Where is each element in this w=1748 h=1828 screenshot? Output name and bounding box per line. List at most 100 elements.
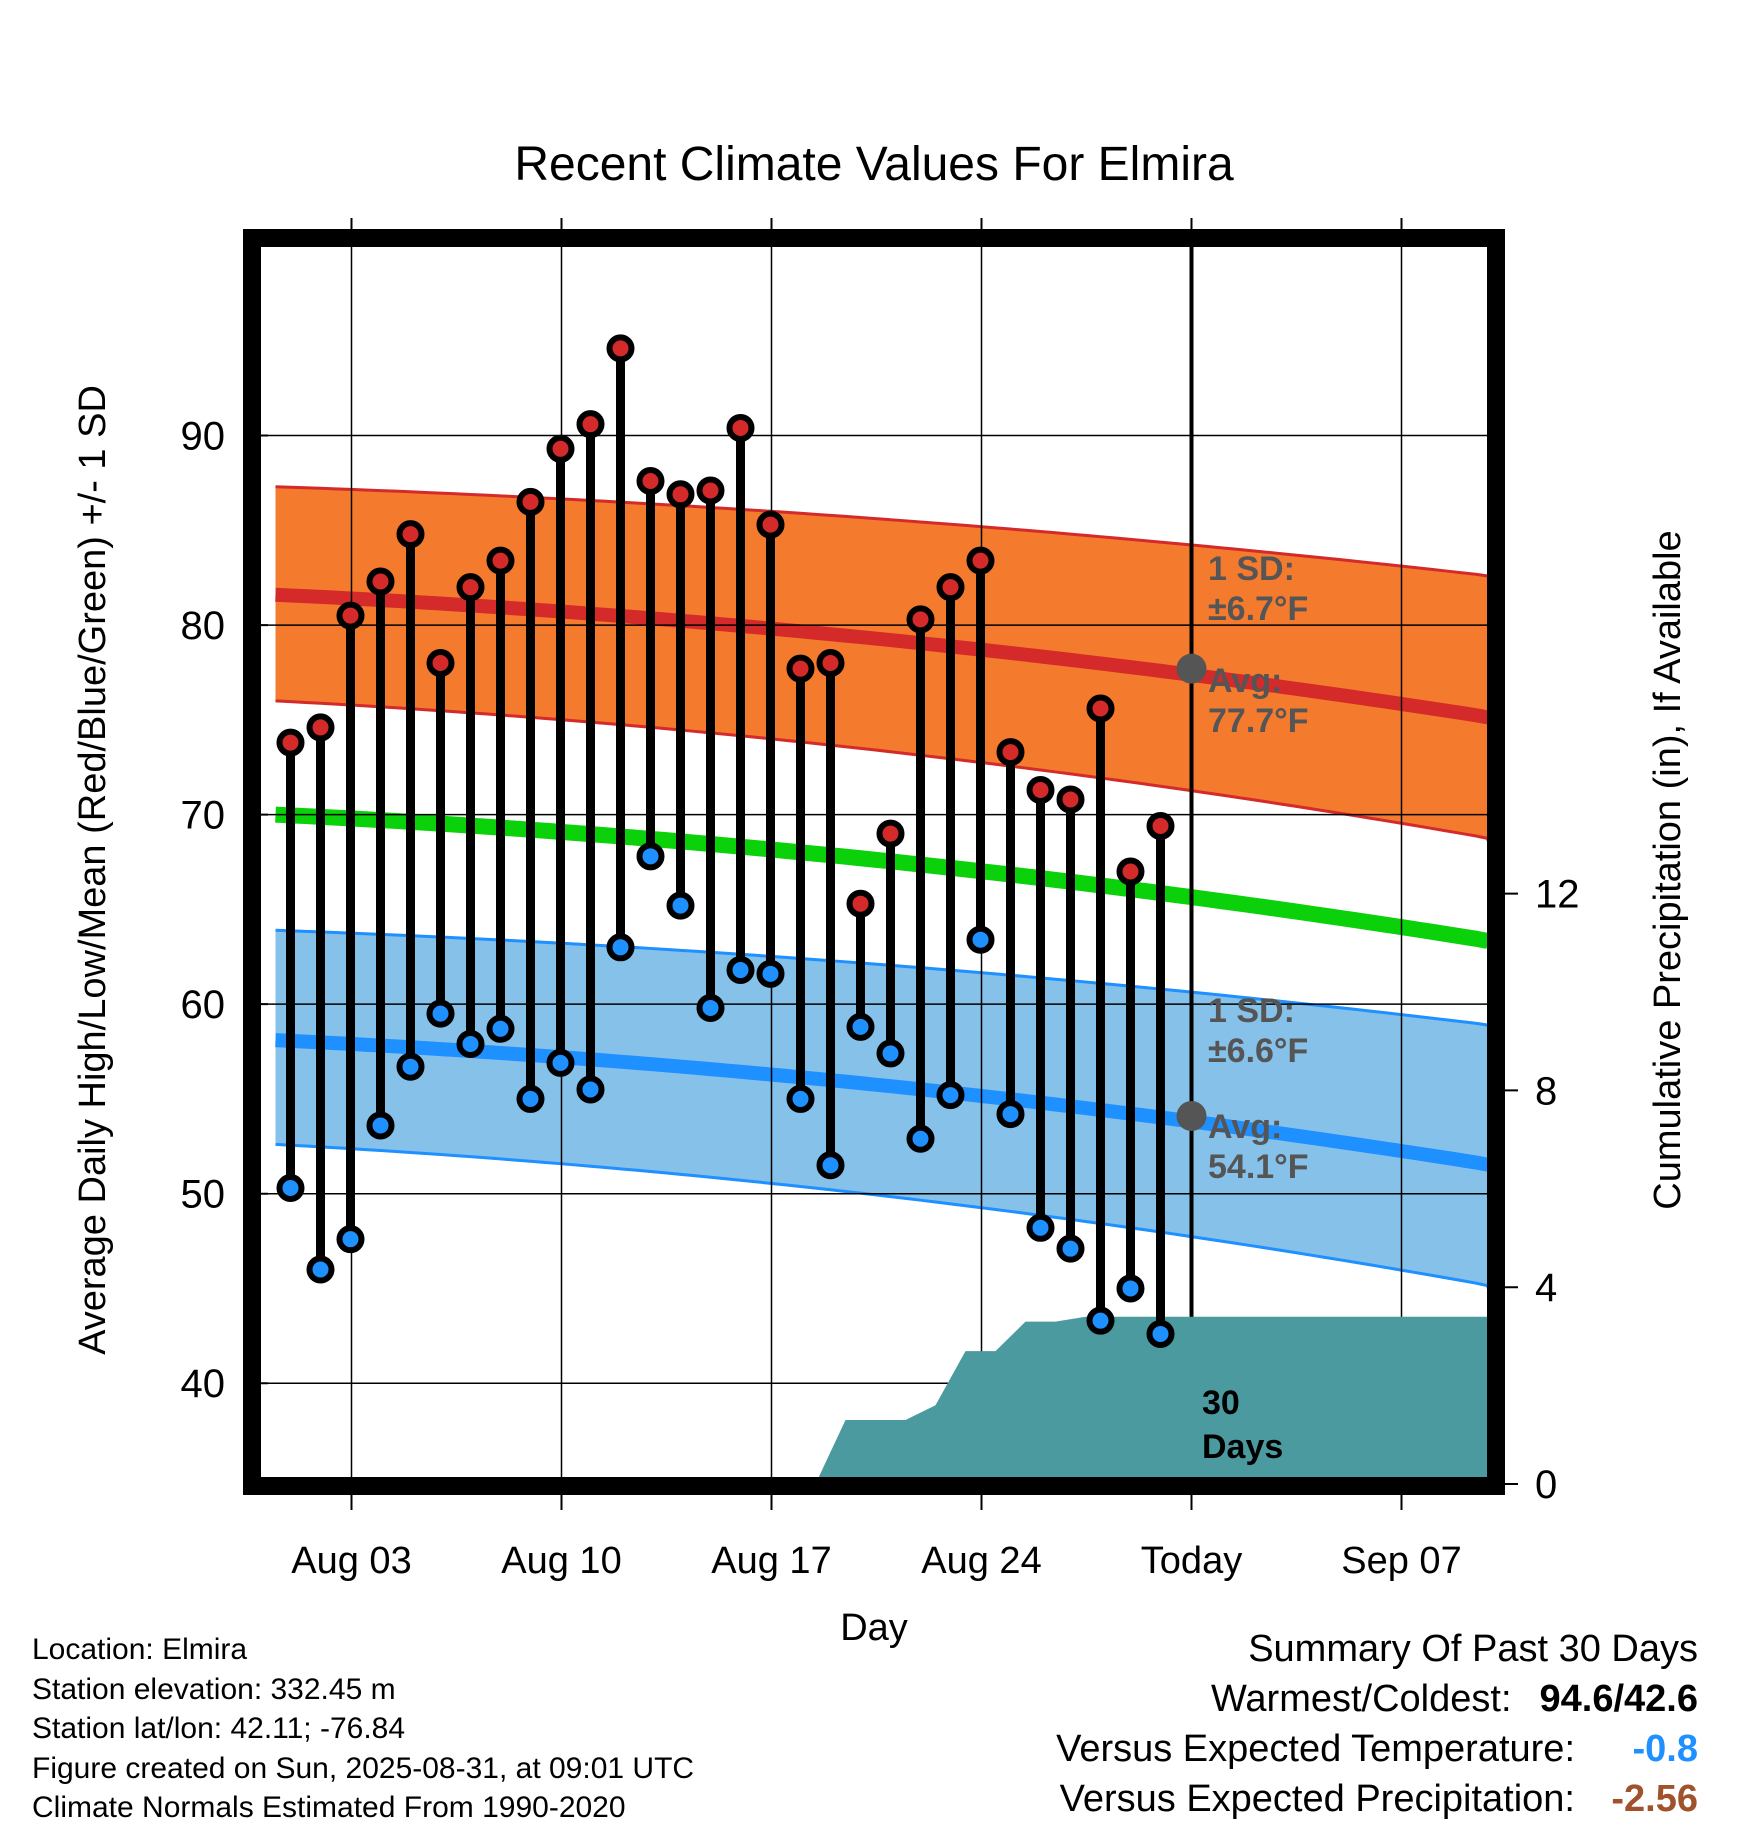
high-point [966, 546, 995, 575]
high-point [516, 487, 545, 516]
high-point [726, 413, 755, 442]
high-sd-band-lower-edge [275, 699, 1490, 842]
high-point [816, 648, 845, 677]
summary-panel: Summary Of Past 30 Days Warmest/Coldest:… [1056, 1624, 1698, 1824]
high-point [486, 546, 515, 575]
temp-departure-label: Versus Expected Temperature: [1056, 1728, 1575, 1770]
summary-title: Summary Of Past 30 Days [1248, 1628, 1698, 1670]
low-point [396, 1052, 425, 1081]
x-tick-label: Aug 17 [711, 1540, 831, 1582]
chart-title: Recent Climate Values For Elmira [514, 138, 1234, 191]
low-sd-label: 1 SD: [1208, 992, 1295, 1030]
high-point [606, 334, 635, 363]
y2-tick-label: 0 [1535, 1463, 1557, 1507]
latlon-text: Station lat/lon: 42.11; -76.84 [32, 1712, 406, 1745]
low-avg-label: Avg: [1208, 1108, 1282, 1146]
days-label-line1: 30 [1202, 1384, 1240, 1422]
low-point [576, 1075, 605, 1104]
low-avg-value: 54.1°F [1208, 1148, 1309, 1186]
low-sd-value: ±6.6°F [1208, 1032, 1308, 1070]
y-tick-label: 50 [181, 1173, 226, 1217]
high-sd-band [275, 486, 1488, 842]
high-point [1056, 785, 1085, 814]
low-point [846, 1012, 875, 1041]
low-point [1026, 1213, 1055, 1242]
y-tick-label: 90 [181, 415, 226, 459]
high-sd-band-upper-edge [275, 485, 1490, 578]
x-tick-label: Aug 03 [291, 1540, 411, 1582]
low-point [486, 1014, 515, 1043]
low-sd-band [275, 930, 1488, 1289]
elevation-text: Station elevation: 332.45 m [32, 1672, 396, 1706]
precip-area [815, 1316, 1488, 1484]
y2-tick-label: 4 [1535, 1266, 1557, 1310]
high-point [756, 510, 785, 539]
low-point [786, 1084, 815, 1113]
high-point [546, 434, 575, 463]
high-point [936, 573, 965, 602]
high-point [786, 654, 815, 683]
y-tick-label: 70 [181, 794, 226, 838]
y2-tick-label: 8 [1535, 1069, 1557, 1113]
low-point [666, 891, 695, 920]
high-point [1026, 775, 1055, 804]
temp-departure-value: -0.8 [1632, 1728, 1698, 1770]
low-sd-band-lower-edge [275, 1142, 1490, 1289]
high-point [396, 520, 425, 549]
x-tick-label: Today [1141, 1540, 1242, 1582]
low-point [426, 999, 455, 1028]
low-point [1116, 1274, 1145, 1303]
created-text: Figure created on Sun, 2025-08-31, at 09… [32, 1751, 695, 1785]
precip-departure-value: -2.56 [1611, 1778, 1698, 1820]
low-point [606, 933, 635, 962]
high-point [666, 480, 695, 509]
precip-departure-label: Versus Expected Precipitation: [1059, 1778, 1575, 1820]
high-point [846, 889, 875, 918]
plot-frame [243, 229, 1505, 1495]
x-tick-label: Aug 10 [501, 1540, 621, 1582]
high-point [1116, 857, 1145, 886]
y-tick-label: 60 [181, 983, 226, 1027]
low-point [306, 1255, 335, 1284]
low-point [1056, 1234, 1085, 1263]
high-avg-value: 77.7°F [1208, 702, 1309, 740]
x-tick-label: Sep 07 [1341, 1540, 1461, 1582]
high-point [576, 410, 605, 439]
high-point [276, 728, 305, 757]
y-tick-label: 80 [181, 604, 226, 648]
low-point [936, 1081, 965, 1110]
warm-cold-label: Warmest/Coldest: [1210, 1678, 1512, 1720]
low-point [456, 1029, 485, 1058]
low-point [1086, 1306, 1115, 1335]
high-point [336, 601, 365, 630]
low-point [816, 1151, 845, 1180]
low-point [996, 1100, 1025, 1129]
normals-text: Climate Normals Estimated From 1990-2020 [32, 1791, 626, 1824]
high-point [1086, 694, 1115, 723]
low-point [876, 1039, 905, 1068]
location-text: Location: Elmira [32, 1633, 248, 1666]
high-point [306, 713, 335, 742]
today-high-avg-marker [1176, 653, 1207, 684]
days-label-line2: Days [1202, 1428, 1283, 1466]
low-point [516, 1084, 545, 1113]
low-point [336, 1225, 365, 1254]
station-info: Location: Elmira Station elevation: 332.… [32, 1630, 694, 1828]
x-axis-label: Day [840, 1607, 908, 1649]
high-point [366, 567, 395, 596]
high-normal-line [275, 587, 1495, 725]
warm-cold-value: 94.6/42.6 [1539, 1678, 1698, 1720]
y2-tick-label: 12 [1535, 873, 1580, 917]
low-point [966, 925, 995, 954]
low-point [636, 842, 665, 871]
y-axis-label-right: Cumulative Precipitation (in), If Availa… [1647, 530, 1689, 1209]
high-point [636, 467, 665, 496]
low-point [546, 1048, 575, 1077]
y-axis-label-left: Average Daily High/Low/Mean (Red/Blue/Gr… [72, 385, 114, 1355]
high-point [426, 648, 455, 677]
high-point [996, 738, 1025, 767]
high-avg-label: Avg: [1208, 662, 1282, 700]
low-point [906, 1124, 935, 1153]
high-point [456, 573, 485, 602]
